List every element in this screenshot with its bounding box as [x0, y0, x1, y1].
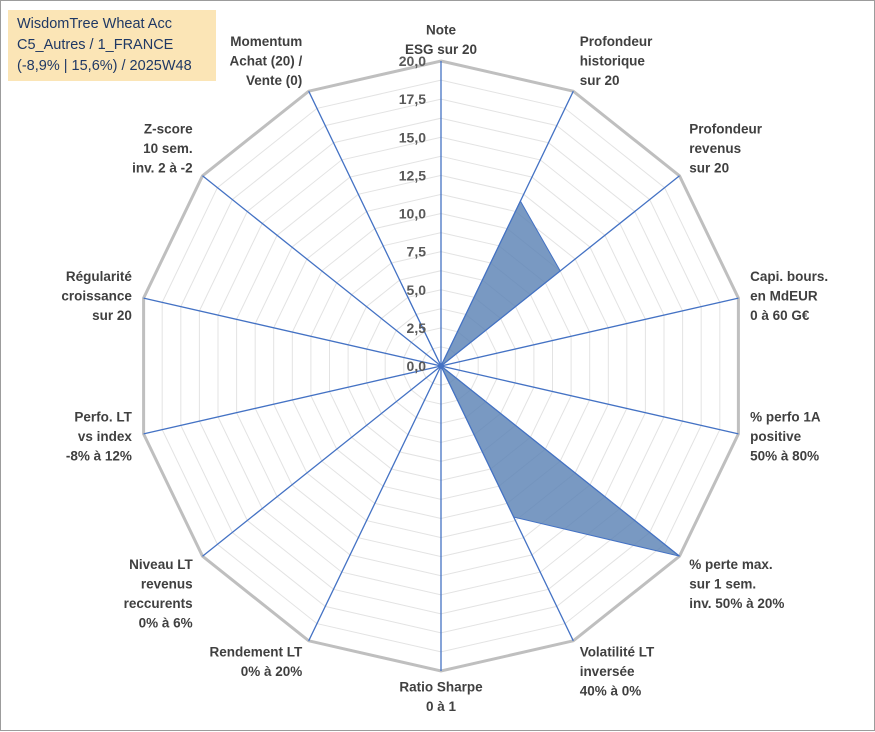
axis-label-line: 40% à 0%	[580, 683, 642, 698]
axis-label-line: revenus	[689, 141, 741, 156]
axis-label-line: historique	[580, 54, 646, 69]
axis-label-line: Profondeur	[689, 122, 762, 137]
axis-label: Perfo. LT vs index -8% à 12%	[66, 409, 133, 463]
chart-title-box: WisdomTree Wheat Acc C5_Autres / 1_FRANC…	[8, 10, 216, 81]
axis-label-line: Note	[426, 23, 456, 38]
axis-label-line: en MdEUR	[750, 289, 818, 304]
axis-label-line: 10 sem.	[143, 141, 193, 156]
axis-label-line: 0% à 20%	[241, 664, 303, 679]
axis-label-line: Rendement LT	[210, 644, 304, 659]
axis-label-line: Momentum	[230, 34, 302, 49]
axis-label-line: Vente (0)	[246, 73, 302, 88]
tick-label: 15,0	[399, 129, 426, 145]
axis-label-line: Achat (20) /	[230, 54, 303, 69]
axis-label: Profondeur revenus sur 20	[689, 122, 762, 176]
radial-tick-labels: 0,0 2,5 5,0 7,5 10,0 12,5 15,0 17,5 20,0	[399, 53, 426, 374]
axis-spoke	[440, 365, 739, 435]
axis-label-line: Volatilité LT	[580, 644, 655, 659]
axis-label-line: ESG sur 20	[405, 42, 477, 57]
tick-label: 2,5	[407, 320, 427, 336]
radar-series	[400, 200, 680, 557]
axis-label-line: vs index	[78, 429, 133, 444]
axis-label-line: 0% à 6%	[139, 615, 193, 630]
axis-spoke	[440, 297, 739, 367]
chart-title-range-week: (-8,9% | 15,6%) / 2025W48	[17, 58, 192, 74]
axis-label-line: croissance	[61, 289, 132, 304]
tick-label: 7,5	[407, 244, 427, 260]
axis-label-line: -8% à 12%	[66, 448, 132, 463]
axis-label: Z-score 10 sem. inv. 2 à -2	[132, 122, 193, 176]
axis-label-line: revenus	[141, 576, 193, 591]
axis-label: Momentum Achat (20) / Vente (0)	[230, 34, 303, 88]
axis-label-line: inv. 2 à -2	[132, 161, 193, 176]
axis-label-line: sur 1 sem.	[689, 576, 756, 591]
axis-label-line: reccurents	[124, 596, 193, 611]
chart-title-fund-name: WisdomTree Wheat Acc	[17, 16, 172, 32]
axis-spoke	[202, 175, 442, 367]
axis-label: Volatilité LT inversée 40% à 0%	[580, 644, 655, 698]
tick-label: 10,0	[399, 206, 426, 222]
axis-label: Profondeur historique sur 20	[580, 34, 653, 88]
axis-spoke	[143, 297, 442, 367]
axis-label: Ratio Sharpe 0 à 1	[399, 680, 483, 715]
axis-label-line: inv. 50% à 20%	[689, 596, 784, 611]
axis-label: % perte max. sur 1 sem. inv. 50% à 20%	[689, 557, 784, 611]
axis-label-line: Z-score	[144, 122, 193, 137]
axis-labels: Note ESG sur 20 Profondeur historique sur 20…	[61, 23, 828, 715]
axis-label: Rendement LT 0% à 20%	[210, 644, 304, 679]
axis-label-line: 0 à 60 G€	[750, 308, 810, 323]
axis-label-line: 50% à 80%	[750, 448, 819, 463]
axis-label-line: sur 20	[92, 308, 132, 323]
axis-label-line: Régularité	[66, 269, 133, 284]
axis-spoke	[308, 365, 442, 642]
axis-label-line: Capi. bours.	[750, 269, 828, 284]
axis-label-line: Niveau LT	[129, 557, 193, 572]
axis-label-line: Profondeur	[580, 34, 653, 49]
axis-label: % perfo 1A positive 50% à 80%	[750, 409, 821, 463]
tick-label: 20,0	[399, 53, 426, 69]
axis-label-line: % perfo 1A	[750, 409, 821, 424]
tick-label: 12,5	[399, 167, 426, 183]
axis-label-line: positive	[750, 429, 802, 444]
axis-label-line: sur 20	[689, 161, 729, 176]
axis-label-line: inversée	[580, 664, 635, 679]
axis-label-line: % perte max.	[689, 557, 772, 572]
axis-label-line: 0 à 1	[426, 699, 457, 714]
axis-label-line: Ratio Sharpe	[399, 680, 483, 695]
axis-label-line: Perfo. LT	[74, 409, 132, 424]
chart-title-category: C5_Autres / 1_FRANCE	[17, 37, 174, 53]
axis-label: Capi. bours. en MdEUR 0 à 60 G€	[750, 269, 828, 323]
tick-label: 17,5	[399, 91, 426, 107]
axis-label: Niveau LT revenus reccurents 0% à 6%	[124, 557, 194, 631]
axis-spoke	[143, 365, 442, 435]
tick-label: 0,0	[407, 358, 427, 374]
axis-label: Régularité croissance sur 20	[61, 269, 132, 323]
axis-spoke	[202, 365, 442, 557]
axis-label: Note ESG sur 20	[405, 23, 477, 58]
axis-label-line: sur 20	[580, 73, 620, 88]
tick-label: 5,0	[407, 282, 427, 298]
series-area	[400, 200, 680, 557]
